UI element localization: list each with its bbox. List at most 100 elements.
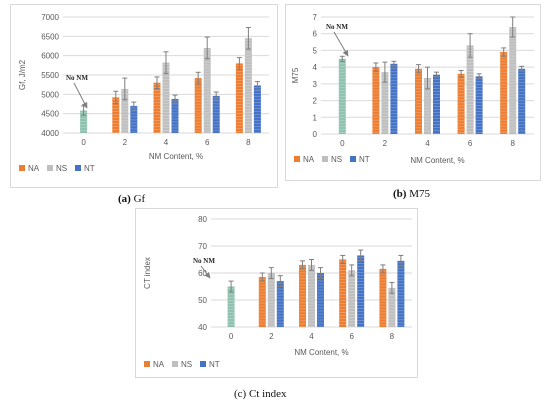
bar-ns (244, 38, 252, 134)
legend-swatch (350, 156, 356, 162)
bar-ns (381, 72, 389, 134)
bar-nt (276, 281, 284, 327)
x-axis-label: NM Content, % (294, 348, 348, 357)
legend-swatch (47, 165, 53, 171)
bar-ns (466, 45, 474, 134)
y-tick-label: 50 (198, 296, 207, 305)
bar-control (227, 286, 235, 327)
y-tick-label: 1 (313, 113, 318, 122)
y-tick-label: 6000 (41, 52, 59, 61)
bar-na (258, 277, 266, 327)
bar-na (339, 259, 347, 327)
legend-swatch (294, 156, 300, 162)
bar-na (235, 63, 243, 133)
caption-m75-letter: (b) (393, 188, 407, 200)
x-tick-label: 2 (269, 332, 274, 341)
bar-nt (317, 273, 324, 327)
y-axis-label: Gf, J/m2 (18, 59, 27, 90)
caption-gf-name: Gf (133, 193, 146, 205)
legend-entry: NA (303, 155, 315, 164)
x-axis-label: NM Content, % (410, 156, 464, 165)
legend-swatch (75, 165, 81, 171)
chart-gf: 4000 4500 5000 5500 6000 6500 7000 Gf, J/m2 0 2 4 6… (18, 13, 269, 173)
bar-ns (203, 47, 211, 133)
legend-entry: NA (28, 164, 40, 173)
x-tick-label: 8 (246, 138, 251, 147)
bar-nt (253, 85, 261, 133)
legend-swatch (19, 165, 25, 171)
x-tick-label: 2 (383, 139, 388, 148)
x-tick-label: 0 (229, 332, 234, 341)
bar-nt (433, 74, 440, 134)
annotation-no-nm: No NM (326, 23, 348, 31)
x-tick-label: 0 (340, 139, 345, 148)
x-tick-label: 0 (81, 138, 86, 147)
bar-na (379, 268, 387, 327)
bar-ns (424, 78, 431, 134)
legend-swatch (172, 361, 178, 367)
bar-nt (397, 260, 405, 327)
chart-panel-m75: 0 1 2 3 4 5 6 7 M75 0 2 4 6 8 NM Content, % NA NS NT No NM (285, 4, 541, 181)
annotation-arrow (200, 265, 211, 279)
legend-entry: NA (153, 360, 165, 369)
bar-nt (518, 68, 526, 134)
chart-panel-ct-index: 40 50 60 70 80 CT index 0 2 4 6 8 NM Content, % NA NS… (135, 208, 418, 378)
x-tick-label: 2 (123, 138, 128, 147)
legend-entry: NT (359, 155, 370, 164)
y-tick-label: 40 (198, 323, 207, 332)
bar-ns (267, 273, 275, 327)
caption-m75: (b) M75 (393, 188, 430, 200)
y-tick-label: 7000 (41, 13, 59, 22)
y-tick-label: 6 (313, 30, 318, 39)
bar-na (372, 67, 380, 134)
caption-m75-name: M75 (409, 188, 430, 200)
annotation-no-nm: No NM (193, 257, 215, 265)
y-axis-label: M75 (291, 67, 300, 83)
bar-ns (348, 270, 356, 327)
y-tick-label: 2 (313, 97, 318, 106)
bar-nt (357, 255, 365, 327)
legend-swatch (144, 361, 150, 367)
chart-panel-gf: 4000 4500 5000 5500 6000 6500 7000 Gf, J/m2 0 2 4 6… (10, 4, 278, 188)
x-tick-label: 6 (468, 139, 473, 148)
legend-entry: NS (331, 155, 342, 164)
bar-na (194, 78, 202, 133)
y-tick-label: 60 (198, 269, 207, 278)
bar-na (112, 97, 120, 133)
x-tick-label: 8 (510, 139, 515, 148)
bar-nt (475, 76, 483, 134)
y-tick-label: 4000 (41, 129, 59, 138)
bar-nt (212, 95, 220, 133)
bar-ns (162, 62, 170, 134)
y-tick-label: 80 (198, 215, 207, 224)
legend-entry: NT (209, 360, 220, 369)
x-tick-label: 4 (164, 138, 169, 147)
bar-na (457, 73, 465, 134)
caption-ct-index-letter: (c) (234, 388, 247, 400)
caption-ct-index-name: Ct index (248, 388, 287, 400)
caption-gf: (a) Gf (118, 193, 145, 205)
bar-control (338, 58, 346, 134)
annotation-arrow (73, 82, 88, 109)
y-tick-label: 7 (313, 13, 318, 22)
bar-na (500, 52, 508, 134)
x-tick-label: 6 (205, 138, 210, 147)
x-tick-label: 6 (349, 332, 354, 341)
bar-control (80, 110, 88, 133)
y-tick-label: 5000 (41, 90, 59, 99)
bar-ns (308, 264, 315, 327)
bar-ns (388, 287, 396, 327)
chart-m75: 0 1 2 3 4 5 6 7 M75 0 2 4 6 8 NM Content, % NA NS NT No NM (291, 13, 534, 165)
bar-ns (509, 27, 517, 134)
caption-ct-index: (c) Ct index (234, 388, 287, 400)
annotation-no-nm: No NM (66, 74, 88, 82)
y-tick-label: 0 (313, 130, 318, 139)
y-axis-label: CT index (143, 257, 152, 289)
bar-ns (121, 88, 129, 133)
bar-na (153, 82, 161, 133)
legend-swatch (200, 361, 206, 367)
x-tick-label: 4 (425, 139, 430, 148)
legend-swatch (322, 156, 328, 162)
y-tick-label: 5500 (41, 71, 59, 80)
x-tick-label: 8 (390, 332, 395, 341)
